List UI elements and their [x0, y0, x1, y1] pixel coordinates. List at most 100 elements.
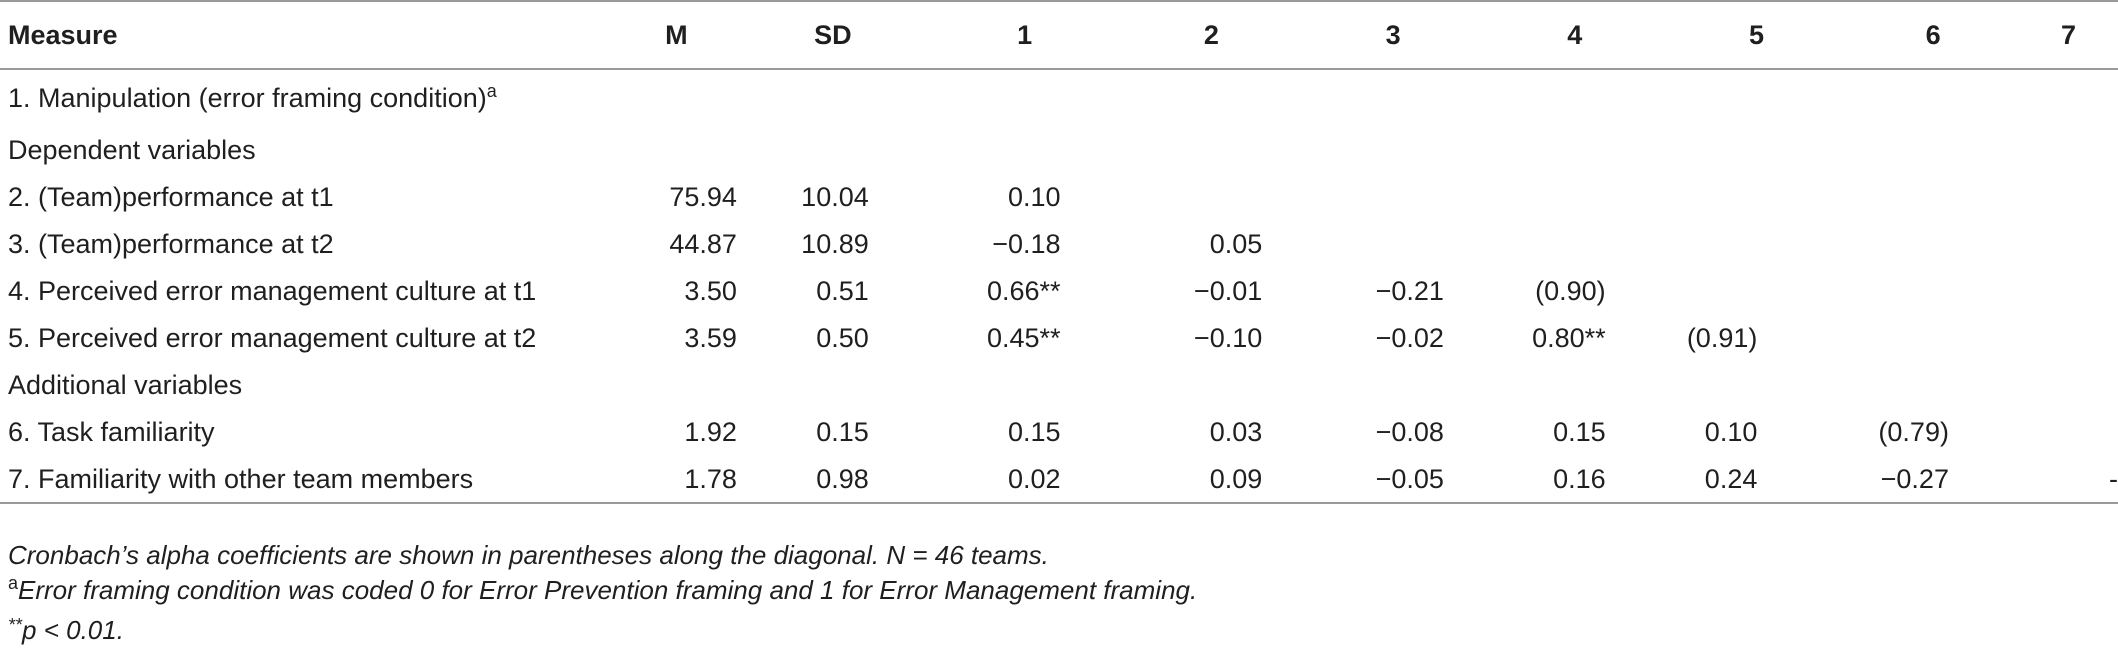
- header-5: 5: [1665, 0, 1848, 70]
- table-cell: −0.21: [1375, 276, 1444, 306]
- row-label-text: 1. Manipulation (error framing condition…: [8, 83, 487, 113]
- table-cell: 0.02: [928, 456, 1121, 504]
- row-label-text: 7. Familiarity with other team members: [8, 463, 474, 494]
- table-cell: −0.27: [1847, 456, 2019, 504]
- row-label-text: 6. Task familiarity: [8, 417, 215, 447]
- table-row: 5. Perceived error management culture at…: [0, 315, 2118, 362]
- table-cell: [1302, 362, 1484, 409]
- table-cell: 0.10: [1704, 417, 1758, 447]
- row-label-text: 2. (Team)performance at t1: [8, 182, 334, 212]
- table-cell: 3.50: [684, 276, 737, 306]
- table-cell: [1484, 362, 1666, 409]
- table-cell: [737, 69, 929, 127]
- table-cell: −0.18: [992, 229, 1061, 259]
- table-cell: [1847, 315, 2019, 362]
- header-1: 1: [928, 0, 1121, 70]
- header-7: 7: [2018, 0, 2118, 70]
- table-cell: 0.15: [1007, 417, 1061, 447]
- table-row: 2. (Team)performance at t1 75.94 10.04 0.10: [0, 174, 2118, 221]
- table-cell: [2019, 69, 2118, 127]
- table-cell: −0.05: [1302, 456, 1484, 504]
- table-cell: 0.50: [816, 323, 869, 353]
- note-stars: **: [8, 615, 23, 635]
- table-cell: [2019, 174, 2118, 221]
- table-cell: 0.15: [1553, 417, 1606, 447]
- table-cell: [1121, 127, 1303, 174]
- row-label-text: Dependent variables: [8, 135, 256, 165]
- table-cell: -: [2018, 456, 2118, 504]
- table-cell: −0.01: [1193, 276, 1263, 306]
- table-cell: 75.94: [669, 182, 737, 212]
- table-cell: −0.08: [1375, 417, 1444, 447]
- table-row: 4. Perceived error management culture at…: [0, 268, 2118, 315]
- table-cell: [1666, 268, 1848, 315]
- note-superscript-a: a: [8, 573, 19, 593]
- table-cell: 0.09: [1120, 456, 1303, 504]
- table-cell: 0.51: [816, 276, 869, 306]
- table-cell: 10.89: [801, 229, 869, 259]
- table-cell: [616, 127, 737, 174]
- header-2: 2: [1120, 0, 1303, 70]
- table-cell: [1847, 221, 2019, 268]
- table-cell: [1847, 69, 2019, 127]
- row-label-text: Additional variables: [8, 370, 243, 400]
- row-label: 7. Familiarity with other team members: [0, 456, 616, 504]
- table-row: Dependent variables: [0, 127, 2118, 174]
- table-cell: [2019, 315, 2118, 362]
- table-cell: [737, 127, 929, 174]
- header-6: 6: [1847, 0, 2019, 70]
- table-cell: [1666, 127, 1848, 174]
- correlation-table: Measure M SD 1 2 3 4 5 6 7 1. Manipulation (error…: [0, 0, 2118, 504]
- table-cell: 1.92: [684, 417, 737, 447]
- row-label: Dependent variables: [0, 127, 616, 174]
- table-cell: 0.03: [1209, 417, 1263, 447]
- row-label-text: 4. Perceived error management culture at…: [8, 276, 537, 306]
- table-cell: [929, 127, 1121, 174]
- table-cell: [2019, 409, 2118, 456]
- table-cell: 0.05: [1209, 229, 1263, 259]
- table-row: 1. Manipulation (error framing condition…: [0, 69, 2118, 127]
- table-cell: (0.90): [1535, 276, 1606, 306]
- row-label: Additional variables: [0, 362, 616, 409]
- table-cell: 10.04: [801, 182, 869, 212]
- table-cell: [2019, 362, 2118, 409]
- header-3: 3: [1302, 0, 1484, 70]
- note-significance-text: p < 0.01.: [22, 615, 124, 645]
- correlation-table-container: Measure M SD 1 2 3 4 5 6 7 1. Manipulation (error…: [0, 0, 2118, 504]
- table-cell: [1302, 69, 1484, 127]
- table-cell: [2019, 268, 2118, 315]
- header-row: Measure M SD 1 2 3 4 5 6 7: [0, 0, 2118, 70]
- table-cell: [1302, 221, 1484, 268]
- row-label: 5. Perceived error management culture at…: [0, 315, 616, 362]
- table-row: Additional variables: [0, 362, 2118, 409]
- table-cell: [1666, 174, 1848, 221]
- table-cell: 0.66**: [986, 276, 1061, 306]
- table-row: 6. Task familiarity 1.92 0.15 0.15 0.03 −0.08…: [0, 409, 2118, 456]
- table-cell: [1666, 69, 1848, 127]
- table-cell: 3.59: [684, 323, 737, 353]
- table-cell: 0.98: [736, 456, 929, 504]
- row-label: 1. Manipulation (error framing condition…: [0, 69, 616, 127]
- table-cell: [929, 362, 1121, 409]
- table-cell: 0.15: [816, 417, 869, 447]
- table-cell: 0.45**: [986, 323, 1061, 353]
- table-cell: 0.16: [1483, 456, 1666, 504]
- table-body: 1. Manipulation (error framing condition…: [0, 69, 2118, 504]
- table-cell: 0.80**: [1532, 323, 1606, 353]
- table-cell: [1847, 268, 2019, 315]
- table-cell: [1484, 221, 1666, 268]
- table-row: 3. (Team)performance at t2 44.87 10.89 −0.1…: [0, 221, 2118, 268]
- table-cell: [1302, 174, 1484, 221]
- header-m: M: [615, 0, 737, 70]
- table-cell: [616, 69, 737, 127]
- table-cell: [1484, 69, 1666, 127]
- row-label-text: 5. Perceived error management culture at…: [8, 323, 537, 353]
- table-cell: 0.10: [1007, 182, 1061, 212]
- table-cell: [1666, 221, 1848, 268]
- row-label: 2. (Team)performance at t1: [0, 174, 616, 221]
- table-row: 7. Familiarity with other team members 1.…: [0, 456, 2118, 504]
- table-cell: −0.10: [1193, 323, 1263, 353]
- note-significance: **p < 0.01.: [8, 608, 1197, 648]
- table-cell: [1847, 127, 2019, 174]
- table-cell: (0.79): [1878, 417, 1949, 447]
